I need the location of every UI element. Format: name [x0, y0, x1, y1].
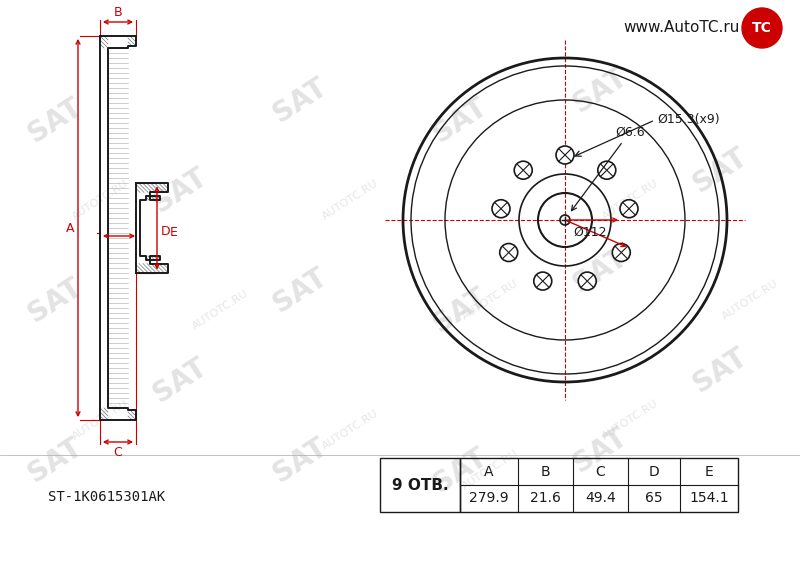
- Text: A: A: [66, 222, 74, 234]
- Bar: [460, 458, 738, 512]
- Text: SAT: SAT: [23, 92, 87, 148]
- Circle shape: [612, 244, 630, 261]
- Text: SAT: SAT: [568, 62, 632, 117]
- Text: ST-1K0615301AK: ST-1K0615301AK: [48, 490, 166, 504]
- Text: www.AutoTC.ru: www.AutoTC.ru: [624, 21, 740, 36]
- Circle shape: [598, 161, 616, 179]
- Text: 21.6: 21.6: [530, 492, 561, 505]
- Text: AUTOTC.RU: AUTOTC.RU: [600, 178, 660, 222]
- Text: AUTOTC.RU: AUTOTC.RU: [600, 398, 660, 442]
- Text: AUTOTC.RU: AUTOTC.RU: [320, 178, 380, 222]
- Text: SAT: SAT: [268, 72, 332, 128]
- Text: C: C: [596, 465, 606, 478]
- Text: SAT: SAT: [688, 143, 752, 198]
- Circle shape: [742, 8, 782, 48]
- Text: 154.1: 154.1: [689, 492, 729, 505]
- Text: AUTOTC.RU: AUTOTC.RU: [460, 448, 520, 492]
- Text: Ø15.3(x9): Ø15.3(x9): [657, 113, 720, 127]
- Circle shape: [500, 244, 518, 261]
- Text: Ø6.6: Ø6.6: [571, 125, 645, 211]
- Circle shape: [492, 200, 510, 218]
- Text: D: D: [649, 465, 659, 478]
- Text: SAT: SAT: [23, 433, 87, 488]
- Circle shape: [556, 146, 574, 164]
- Text: A: A: [484, 465, 494, 478]
- Text: SAT: SAT: [268, 433, 332, 488]
- Text: E: E: [170, 226, 178, 240]
- Circle shape: [514, 161, 532, 179]
- Text: AUTOTC.RU: AUTOTC.RU: [460, 278, 520, 322]
- Text: SAT: SAT: [428, 442, 492, 497]
- Text: C: C: [114, 445, 122, 458]
- Text: 65: 65: [645, 492, 663, 505]
- Text: AUTOTC.RU: AUTOTC.RU: [190, 288, 250, 332]
- Text: E: E: [705, 465, 714, 478]
- Text: B: B: [541, 465, 550, 478]
- Text: AUTOTC.RU: AUTOTC.RU: [70, 398, 130, 442]
- Text: AUTOTC.RU: AUTOTC.RU: [320, 408, 380, 452]
- Text: SAT: SAT: [428, 92, 492, 148]
- Text: 279.9: 279.9: [469, 492, 509, 505]
- Text: SAT: SAT: [568, 242, 632, 297]
- Text: 9 ОТВ.: 9 ОТВ.: [392, 477, 448, 493]
- Text: B: B: [114, 6, 122, 19]
- Text: Ø112: Ø112: [573, 226, 606, 238]
- Circle shape: [578, 272, 596, 290]
- Text: SAT: SAT: [568, 422, 632, 478]
- Circle shape: [620, 200, 638, 218]
- Bar: [380, 458, 460, 512]
- Circle shape: [534, 272, 552, 290]
- Text: SAT: SAT: [148, 162, 212, 218]
- Text: 49.4: 49.4: [585, 492, 616, 505]
- Text: AUTOTC.RU: AUTOTC.RU: [720, 278, 780, 322]
- Text: SAT: SAT: [268, 262, 332, 317]
- Text: SAT: SAT: [428, 282, 492, 337]
- Text: SAT: SAT: [688, 343, 752, 398]
- Text: SAT: SAT: [23, 272, 87, 328]
- Text: SAT: SAT: [148, 352, 212, 407]
- Text: D: D: [161, 225, 170, 238]
- Text: TC: TC: [752, 21, 772, 35]
- Text: AUTOTC.RU: AUTOTC.RU: [70, 178, 130, 222]
